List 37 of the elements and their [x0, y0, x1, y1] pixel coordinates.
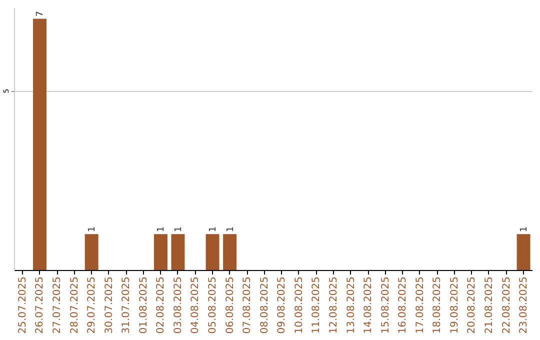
data-label: 1: [174, 226, 184, 232]
x-tick-label: 30.07.2025: [104, 276, 115, 334]
x-tick-label: 14.08.2025: [363, 276, 374, 334]
x-tick-label: 20.08.2025: [466, 276, 478, 334]
data-label: 7: [36, 11, 46, 17]
data-label: 1: [88, 226, 98, 232]
x-tick-label: 28.07.2025: [69, 276, 80, 334]
x-tick-label: 03.08.2025: [172, 276, 184, 334]
x-tick-label: 31.07.2025: [121, 276, 132, 334]
x-tick-label: 29.07.2025: [86, 276, 98, 334]
x-tick-label: 09.08.2025: [276, 276, 288, 334]
x-tick-label: 19.08.2025: [449, 276, 460, 334]
x-tick-label: 18.08.2025: [432, 276, 444, 334]
data-label: 1: [520, 226, 530, 232]
x-tick-label: 15.08.2025: [380, 276, 392, 334]
x-tick-label: 12.08.2025: [328, 276, 340, 334]
x-tick-label: 22.08.2025: [501, 276, 512, 334]
x-tick-label: 05.08.2025: [208, 276, 219, 334]
x-tick-label: 17.08.2025: [414, 276, 426, 334]
data-label: 1: [226, 226, 236, 232]
x-tick-label: 16.08.2025: [398, 276, 409, 334]
x-tick-label: 11.08.2025: [311, 276, 322, 334]
x-tick-label: 21.08.2025: [484, 276, 495, 334]
x-tick-label: 01.08.2025: [138, 276, 150, 334]
x-tick-label: 07.08.2025: [242, 276, 254, 334]
x-tick-label: 02.08.2025: [156, 276, 167, 334]
data-label: 1: [208, 226, 219, 232]
x-tick-label: 08.08.2025: [259, 276, 270, 334]
x-tick-label: 27.07.2025: [52, 276, 64, 334]
x-tick-label: 04.08.2025: [190, 276, 202, 334]
x-tick-label: 23.08.2025: [518, 276, 530, 334]
x-tick-label: 26.07.2025: [34, 276, 46, 334]
x-tick-label: 25.07.2025: [17, 276, 28, 334]
x-tick-label: 10.08.2025: [294, 276, 305, 334]
x-tick-label: 06.08.2025: [224, 276, 236, 334]
x-tick-label: 13.08.2025: [346, 276, 357, 334]
data-label: 1: [156, 226, 167, 232]
